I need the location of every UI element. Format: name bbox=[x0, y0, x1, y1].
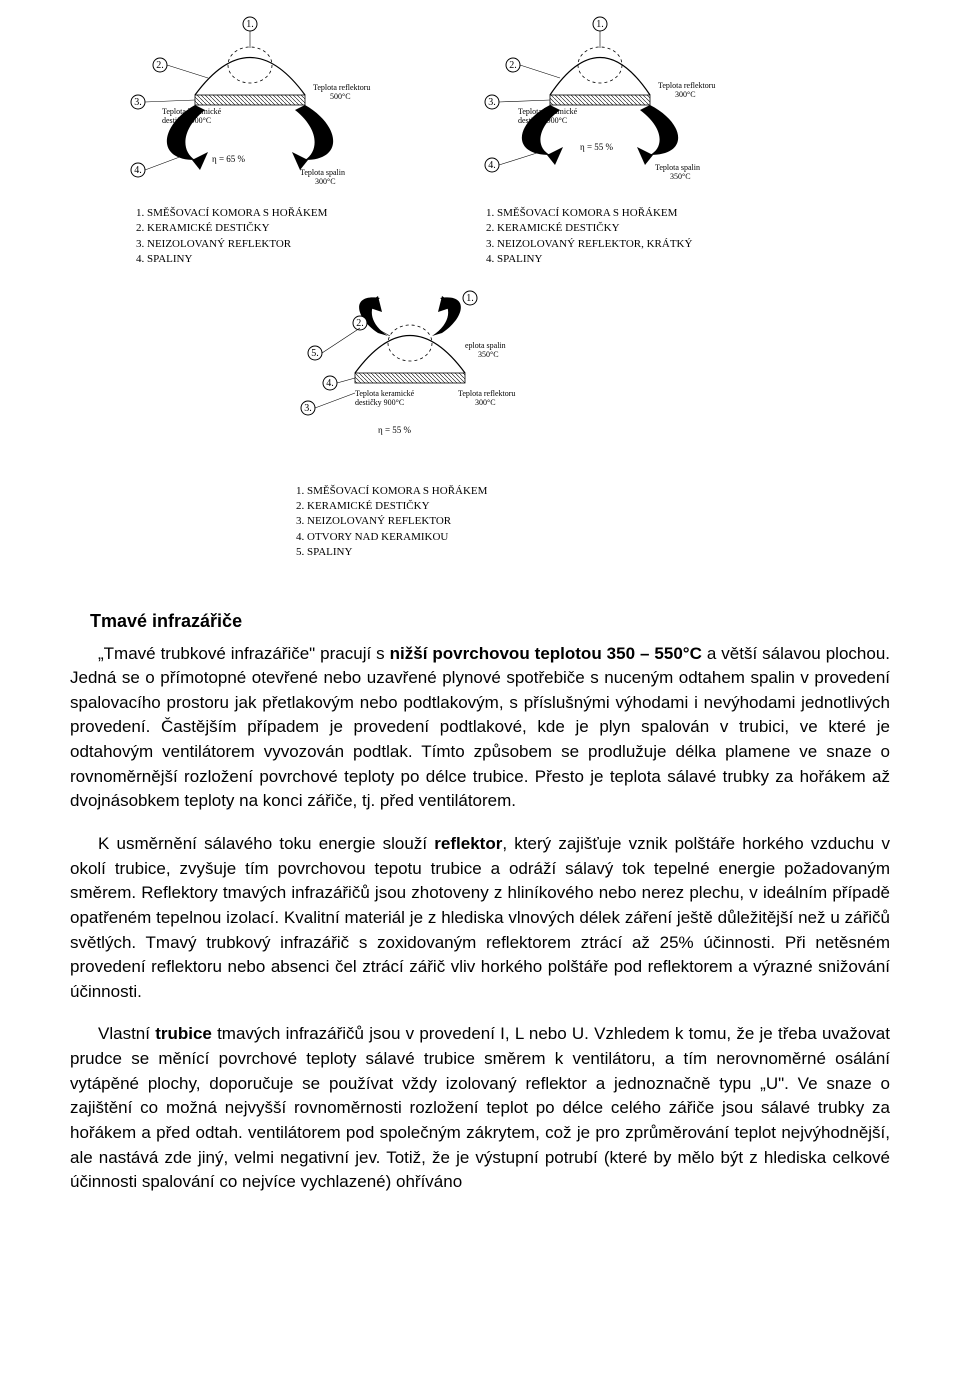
figure-panel-c: 1. 2. 3. 4. 5. Teplota keramickédestičky… bbox=[260, 278, 580, 561]
svg-text:1.: 1. bbox=[246, 19, 254, 30]
svg-text:Teplota keramickédestičky 900: Teplota keramickédestičky 900°C bbox=[355, 389, 415, 407]
diagram-c: 1. 2. 3. 4. 5. Teplota keramickédestičky… bbox=[260, 278, 560, 478]
svg-text:Teplota reflektoru300°C: Teplota reflektoru300°C bbox=[658, 81, 715, 99]
svg-text:2.: 2. bbox=[156, 60, 164, 71]
legend-b: 1. SMĚŠOVACÍ KOMORA S HOŘÁKEM 2. KERAMIC… bbox=[450, 200, 770, 268]
svg-text:5.: 5. bbox=[311, 348, 319, 359]
svg-text:3.: 3. bbox=[488, 97, 496, 108]
svg-text:Teplota reflektoru300°C: Teplota reflektoru300°C bbox=[458, 389, 515, 407]
figure-row-top: 1. 2. 3. 4. Teplota keramickédestičky 90… bbox=[0, 0, 960, 268]
p3-prefix: Vlastní bbox=[98, 1024, 155, 1043]
svg-text:Teplota reflektoru500°C: Teplota reflektoru500°C bbox=[313, 83, 370, 101]
figure-row-bottom: 1. 2. 3. 4. 5. Teplota keramickédestičky… bbox=[0, 268, 960, 561]
svg-text:1.: 1. bbox=[596, 19, 604, 30]
p3-rest: tmavých infrazářičů jsou v provedení I, … bbox=[70, 1024, 890, 1191]
svg-text:4.: 4. bbox=[488, 160, 496, 171]
svg-text:4.: 4. bbox=[326, 378, 334, 389]
p1-bold: nižší povrchovou teplotou 350 – 550°C bbox=[390, 644, 702, 663]
p1-rest: a větší sálavou plochou. Jedná se o přím… bbox=[70, 644, 890, 811]
paragraph-2: K usměrnění sálavého toku energie slouží… bbox=[70, 832, 890, 1004]
svg-text:η = 55 %: η = 55 % bbox=[580, 142, 614, 152]
svg-text:Teplota keramickédestičky 900: Teplota keramickédestičky 900°C bbox=[518, 107, 578, 125]
figure-panel-a: 1. 2. 3. 4. Teplota keramickédestičky 90… bbox=[100, 10, 420, 268]
svg-text:3.: 3. bbox=[304, 403, 312, 414]
p1-prefix: „Tmavé trubkové infrazářiče" pracují s bbox=[98, 644, 390, 663]
diagram-b: 1. 2. 3. 4. Teplota keramickédestičky 90… bbox=[450, 10, 750, 200]
svg-text:3.: 3. bbox=[134, 97, 142, 108]
svg-text:2.: 2. bbox=[509, 60, 517, 71]
svg-text:η = 65 %: η = 65 % bbox=[212, 154, 246, 164]
diagram-a: 1. 2. 3. 4. Teplota keramickédestičky 90… bbox=[100, 10, 400, 200]
svg-text:Teplota spalin300°C: Teplota spalin300°C bbox=[300, 168, 345, 186]
svg-text:2.: 2. bbox=[356, 318, 364, 329]
p2-rest: , který zajišťuje vznik polštáře horkého… bbox=[70, 834, 890, 1001]
p2-bold: reflektor bbox=[434, 834, 502, 853]
svg-text:4.: 4. bbox=[134, 165, 142, 176]
paragraph-3: Vlastní trubice tmavých infrazářičů jsou… bbox=[70, 1022, 890, 1194]
p3-bold: trubice bbox=[155, 1024, 212, 1043]
figure-panel-b: 1. 2. 3. 4. Teplota keramickédestičky 90… bbox=[450, 10, 770, 268]
svg-text:η = 55 %: η = 55 % bbox=[378, 425, 412, 435]
section-heading: Tmavé infrazářiče bbox=[90, 611, 960, 632]
legend-c: 1. SMĚŠOVACÍ KOMORA S HOŘÁKEM 2. KERAMIC… bbox=[260, 478, 580, 561]
svg-text:eplota spalin350°C: eplota spalin350°C bbox=[465, 341, 506, 359]
svg-text:Teplota spalin350°C: Teplota spalin350°C bbox=[655, 163, 700, 181]
p2-prefix: K usměrnění sálavého toku energie slouží bbox=[98, 834, 434, 853]
paragraph-1: „Tmavé trubkové infrazářiče" pracují s n… bbox=[70, 642, 890, 814]
svg-text:Teplota keramickédestičky 900: Teplota keramickédestičky 900°C bbox=[162, 107, 222, 125]
svg-text:1.: 1. bbox=[466, 293, 474, 304]
legend-a: 1. SMĚŠOVACÍ KOMORA S HOŘÁKEM 2. KERAMIC… bbox=[100, 200, 420, 268]
